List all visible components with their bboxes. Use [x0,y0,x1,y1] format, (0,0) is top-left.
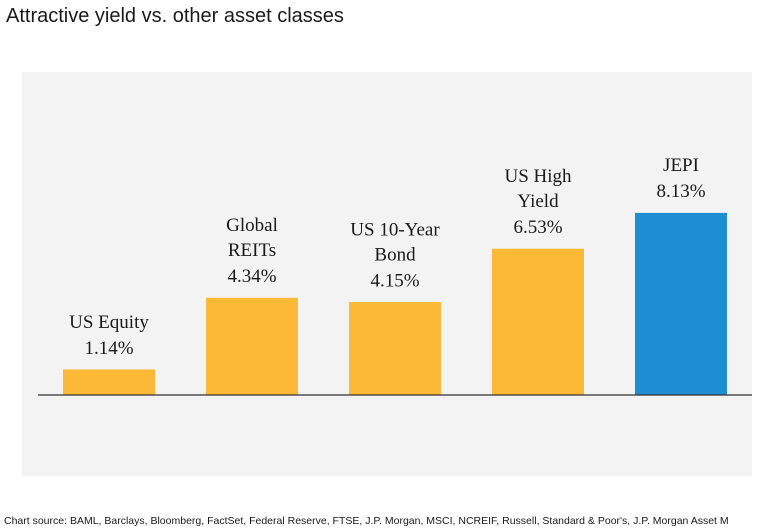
category-label: US Equity [69,312,149,333]
bar [206,297,298,395]
category-label: JEPI [663,155,699,176]
bar [63,369,155,395]
value-label: 1.14% [84,338,133,359]
category-label: Bond [374,244,416,265]
category-label: US 10-Year [350,219,440,240]
value-label: 8.13% [656,181,705,202]
value-label: 6.53% [513,217,562,238]
plot-panel [22,72,752,476]
value-label: 4.15% [370,270,419,291]
category-label: Yield [517,191,559,212]
bar [492,248,584,395]
bar [349,302,441,395]
category-label: US High [504,166,572,187]
chart-title: Attractive yield vs. other asset classes [6,5,344,27]
bar [635,212,727,395]
value-label: 4.34% [227,266,276,287]
category-label: REITs [228,240,276,261]
category-label: Global [226,215,278,236]
source-note: Chart source: BAML, Barclays, Bloomberg,… [4,515,729,527]
